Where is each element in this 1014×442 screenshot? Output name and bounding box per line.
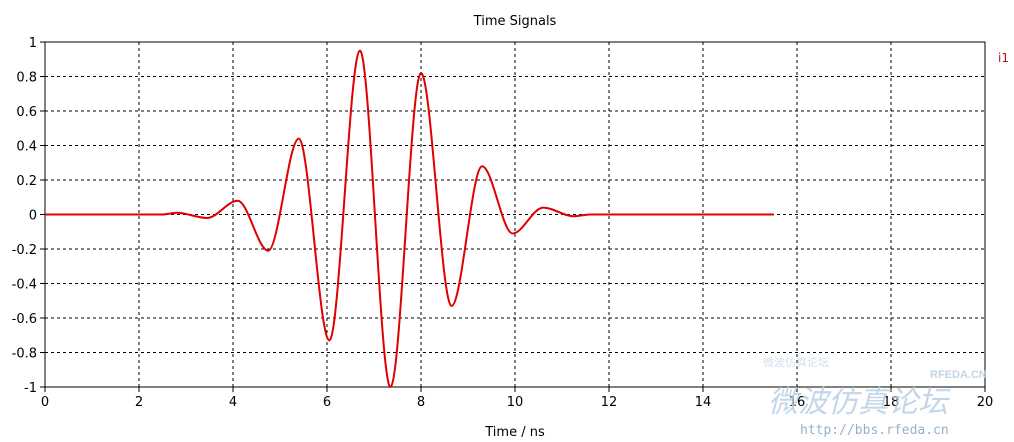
x-tick-label: 0 bbox=[41, 395, 49, 410]
legend-entry-i1: i1 bbox=[998, 51, 1009, 65]
y-tick-label: -0.2 bbox=[12, 243, 37, 258]
x-tick-label: 6 bbox=[323, 395, 331, 410]
y-tick-label: 0.6 bbox=[16, 105, 37, 120]
y-tick-label: 0.2 bbox=[16, 174, 37, 189]
watermark: 微波仿真论坛 RFEDA.CN 微波仿真论坛 http://bbs.rfeda.… bbox=[763, 355, 987, 438]
watermark-url: http://bbs.rfeda.cn bbox=[800, 423, 949, 438]
chart-title: Time Signals bbox=[473, 14, 557, 29]
y-tick-label: -0.6 bbox=[12, 312, 37, 327]
x-tick-label: 14 bbox=[695, 395, 712, 410]
y-tick-label: 0.8 bbox=[16, 71, 37, 86]
y-tick-label: -0.8 bbox=[12, 347, 37, 362]
x-tick-label: 4 bbox=[229, 395, 237, 410]
x-tick-label: 2 bbox=[135, 395, 143, 410]
watermark-cjk-large: 微波仿真论坛 bbox=[768, 385, 951, 420]
x-tick-label: 16 bbox=[789, 395, 806, 410]
x-tick-label: 12 bbox=[601, 395, 618, 410]
watermark-brand: RFEDA.CN bbox=[930, 369, 987, 381]
y-tick-label: 1 bbox=[29, 36, 37, 51]
x-axis-label: Time / ns bbox=[484, 425, 545, 440]
x-tick-label: 20 bbox=[977, 395, 994, 410]
axis-ticks: 0 2 4 6 8 10 12 14 16 18 20 -1 -0.8 -0.6 -0.4 -0.2 0 0.2 0… bbox=[12, 36, 994, 410]
y-tick-label: -0.4 bbox=[12, 278, 37, 293]
series-line-i1 bbox=[44, 49, 774, 388]
y-tick-label: 0.4 bbox=[16, 140, 37, 155]
y-tick-label: -1 bbox=[24, 381, 37, 396]
y-tick-label: 0 bbox=[29, 209, 37, 224]
watermark-cjk-small: 微波仿真论坛 bbox=[763, 355, 829, 369]
x-tick-label: 10 bbox=[507, 395, 524, 410]
x-tick-label: 8 bbox=[417, 395, 425, 410]
grid-lines bbox=[45, 42, 985, 387]
series-layer bbox=[44, 49, 774, 388]
x-tick-label: 18 bbox=[883, 395, 900, 410]
